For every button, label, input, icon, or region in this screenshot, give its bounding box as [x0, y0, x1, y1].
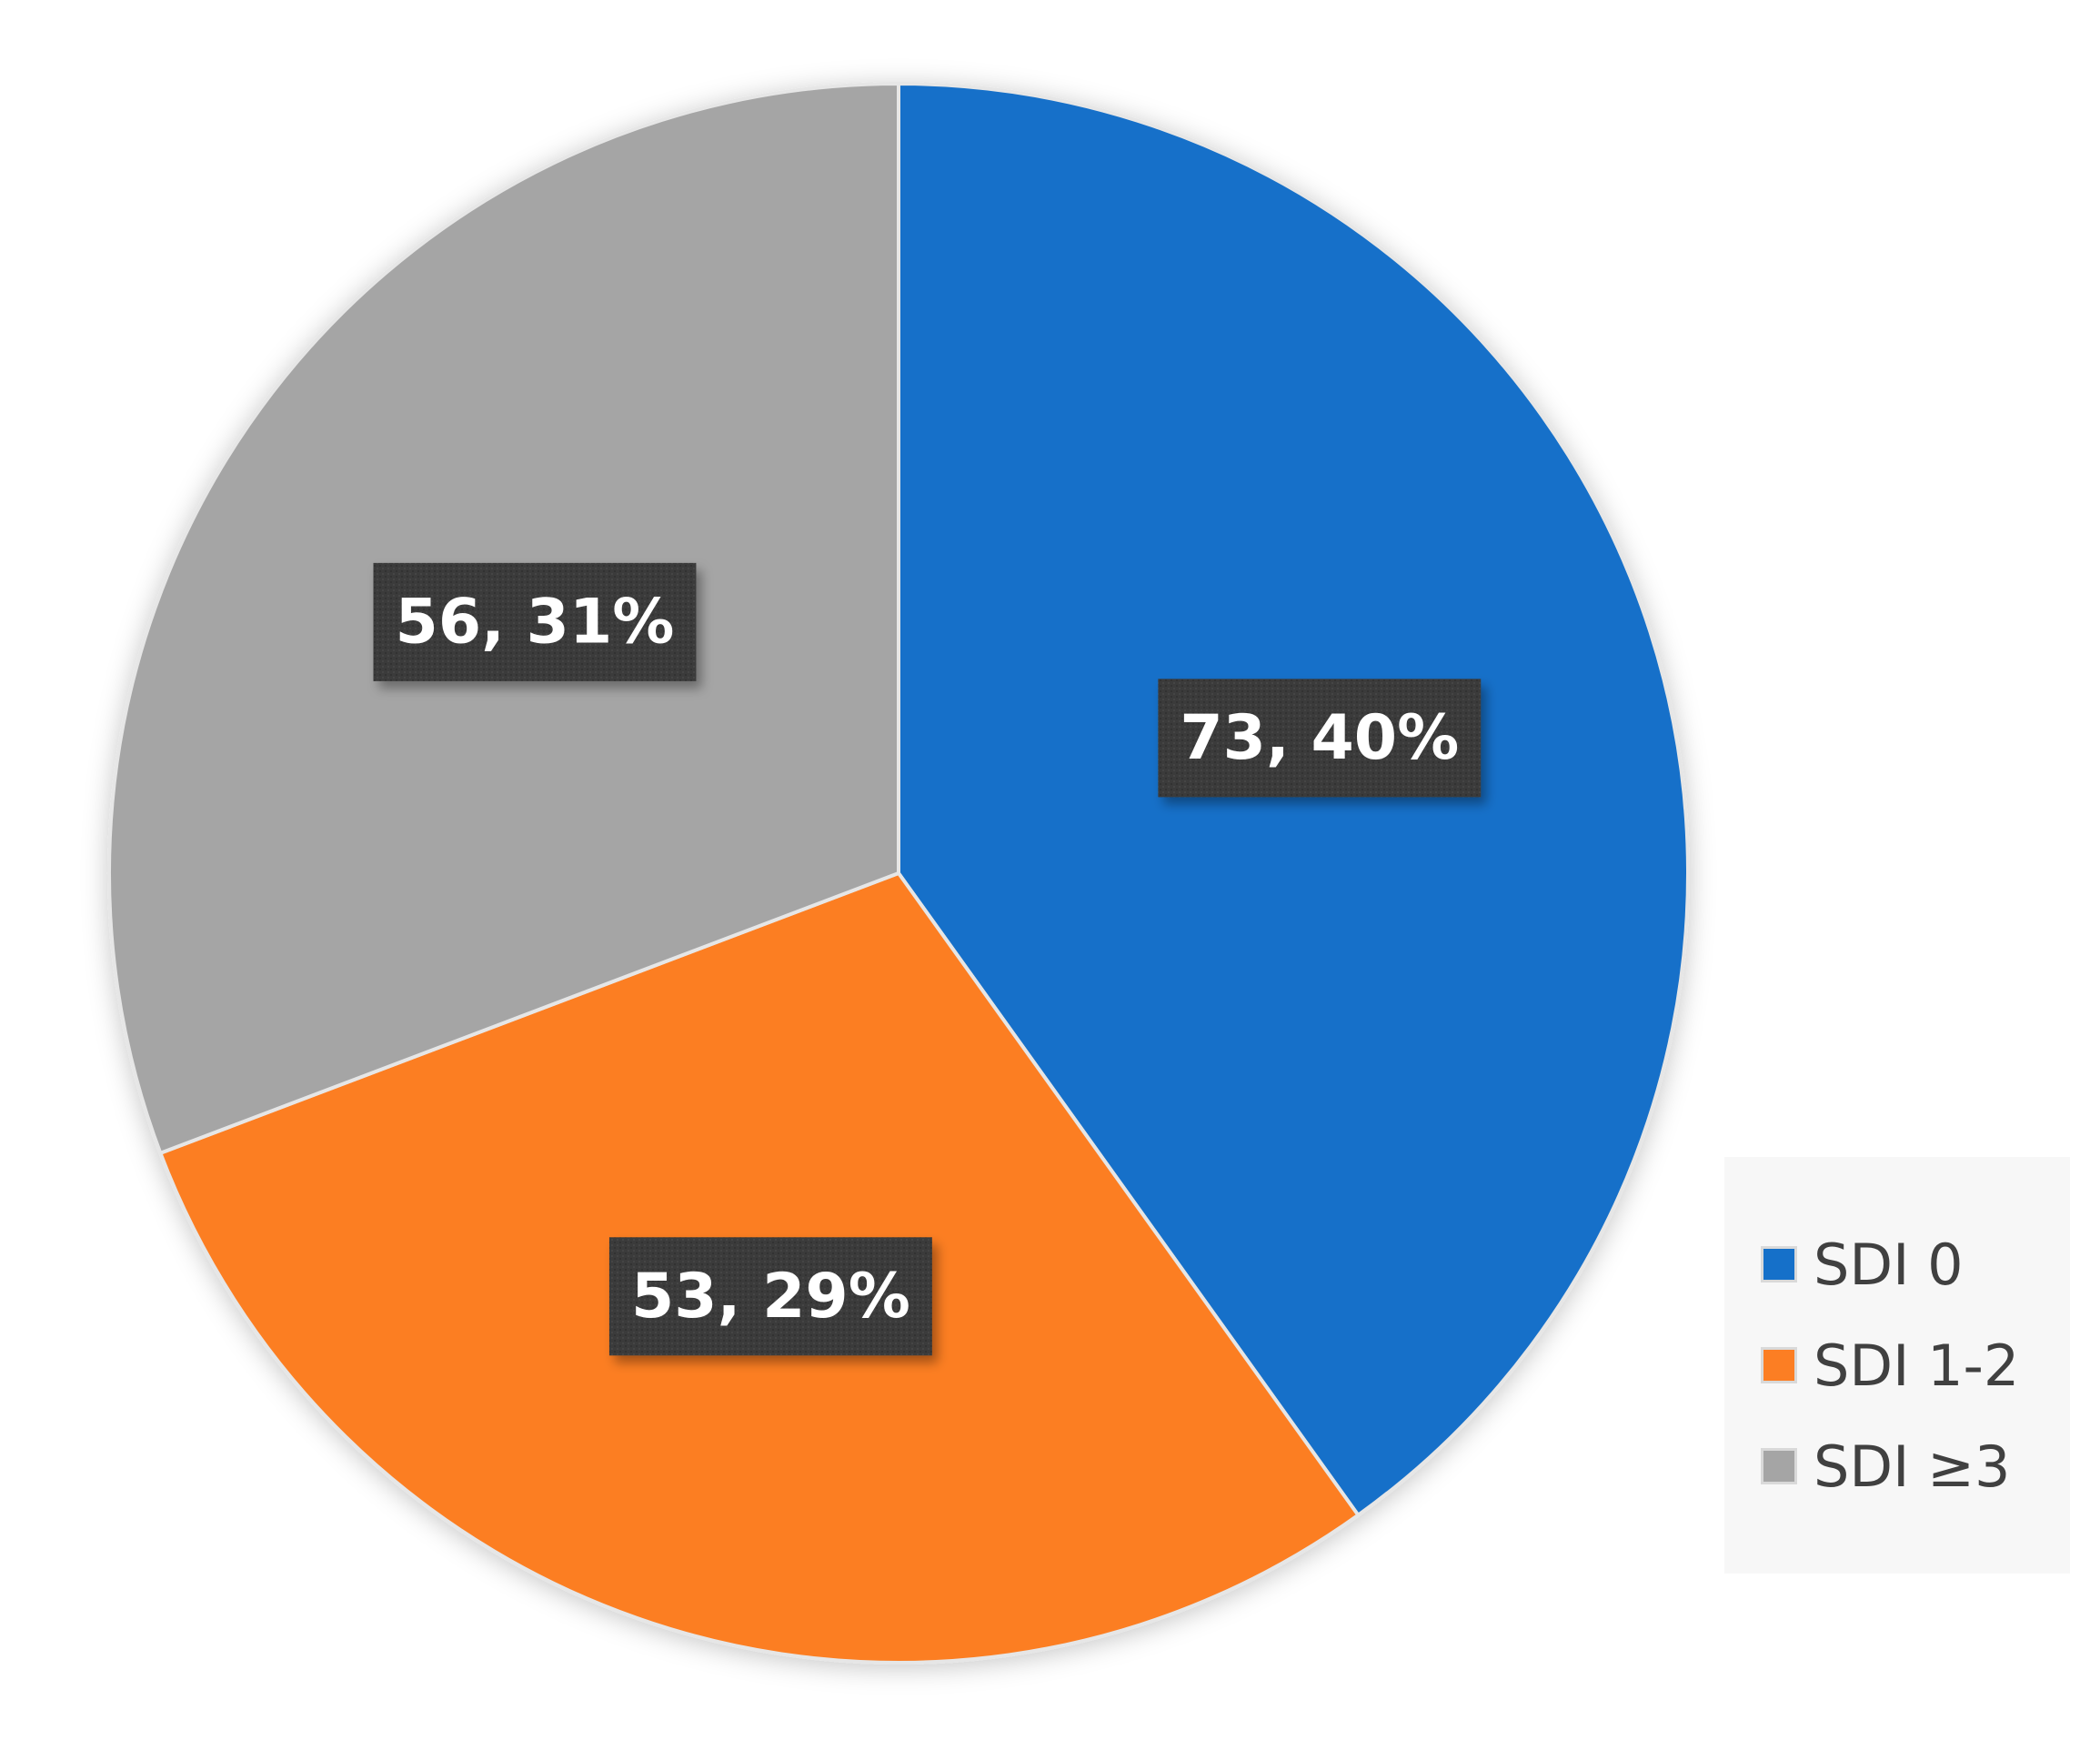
data-label-sdi-0: 73, 40%: [1158, 679, 1482, 798]
legend-swatch-sdi-1-2: [1761, 1347, 1797, 1383]
legend-label-sdi-1-2: SDI 1-2: [1814, 1332, 2020, 1399]
legend: SDI 0 SDI 1-2 SDI ≥3: [1724, 1157, 2070, 1574]
data-label-text: 53, 29%: [631, 1261, 910, 1333]
data-label-text: 73, 40%: [1180, 702, 1459, 774]
data-label-text: 56, 31%: [396, 586, 675, 658]
data-label-box: [608, 1237, 932, 1356]
data-label-sdi-gte-3: 56, 31%: [373, 562, 697, 681]
legend-swatch-sdi-3-plus: [1761, 1448, 1797, 1484]
data-label-box: [373, 562, 697, 681]
pie-slice-sdi-0: [897, 82, 1690, 1517]
legend-swatch-sdi-0: [1761, 1246, 1797, 1282]
legend-item-sdi-1-2: SDI 1-2: [1761, 1332, 2020, 1399]
legend-label-sdi-0: SDI 0: [1814, 1231, 1964, 1298]
data-label-sdi-1-2: 53, 29%: [608, 1237, 932, 1356]
legend-item-sdi-0: SDI 0: [1761, 1231, 1964, 1298]
legend-item-sdi-3-plus: SDI ≥3: [1761, 1433, 2011, 1500]
legend-label-sdi-3-plus: SDI ≥3: [1814, 1433, 2011, 1500]
data-label-box: [1158, 679, 1482, 798]
